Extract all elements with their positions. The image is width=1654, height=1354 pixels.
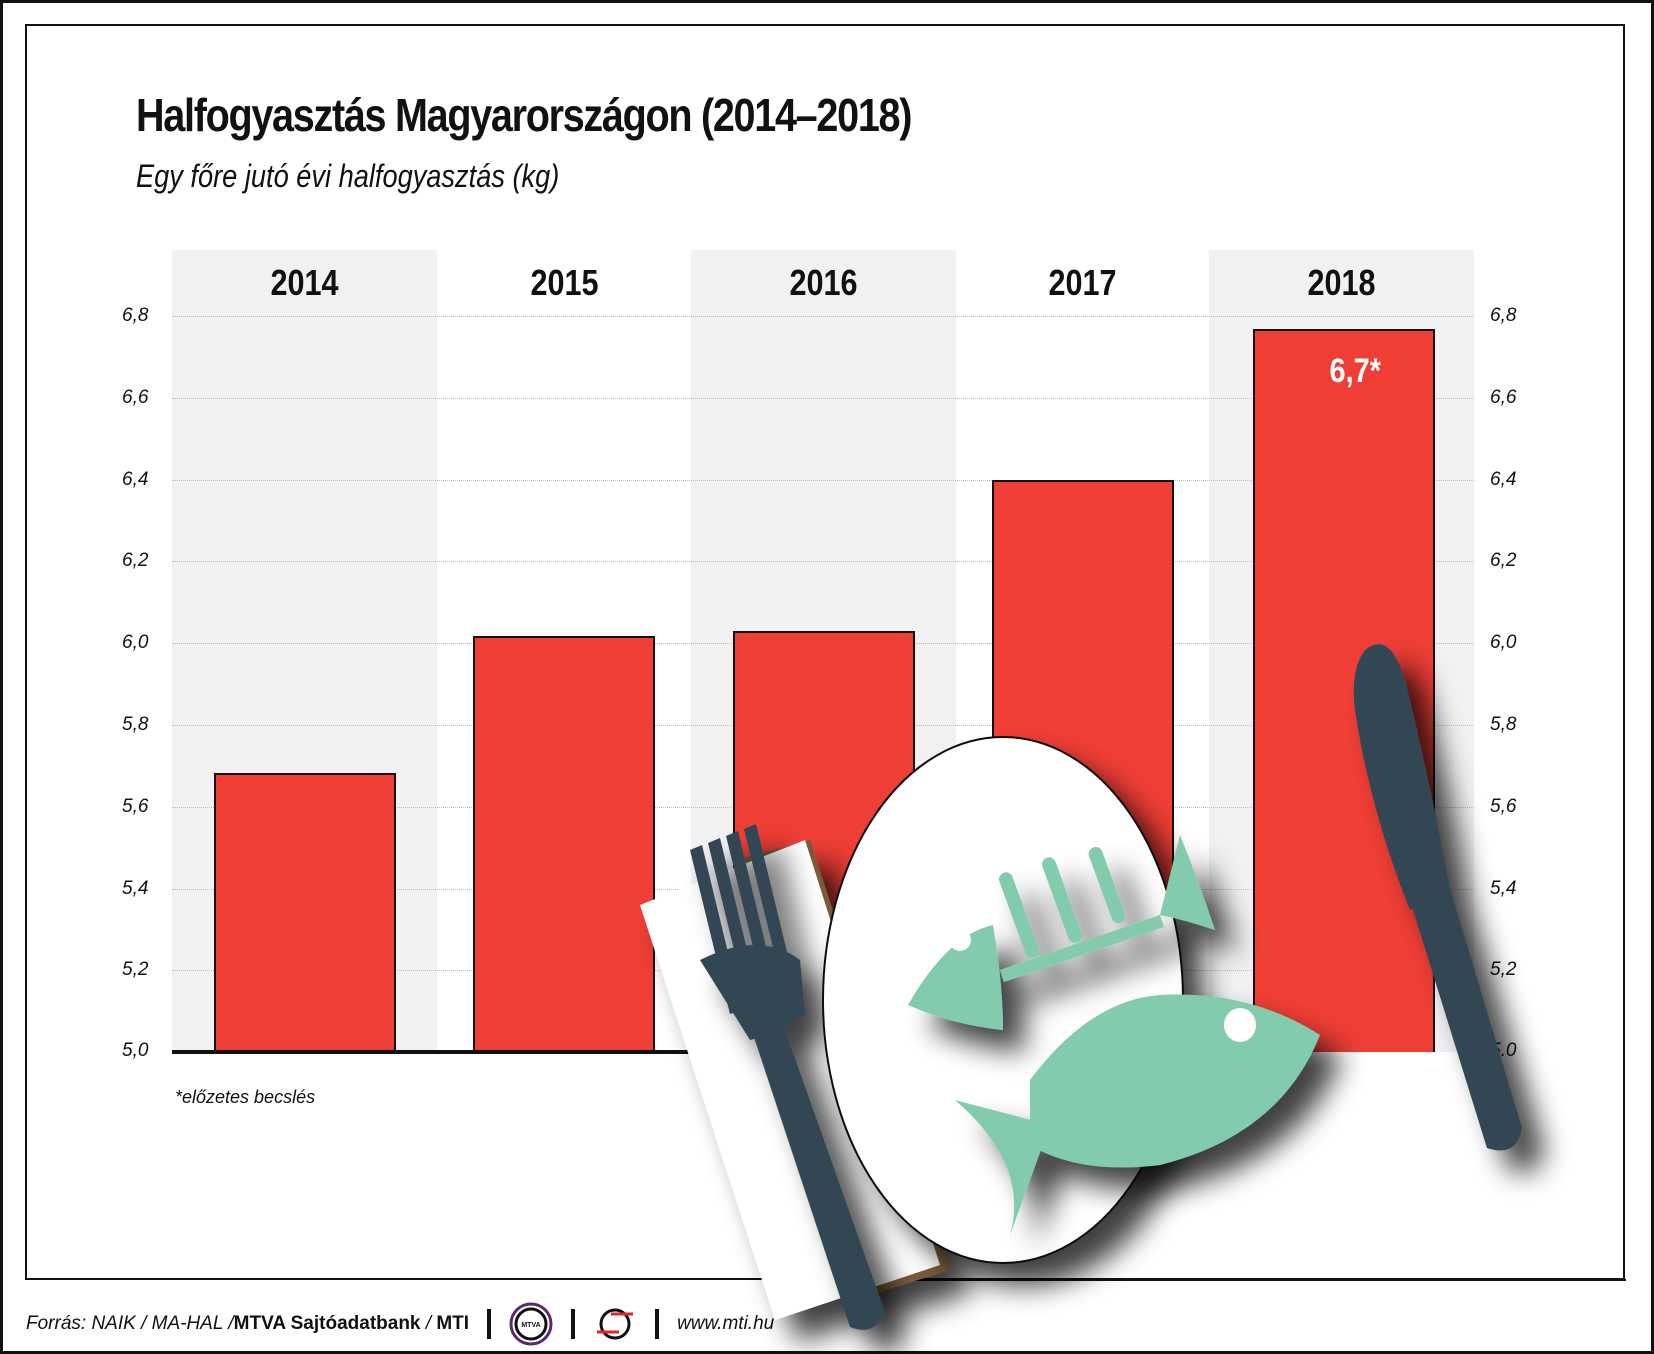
y-tick-left: 5,2 [122,959,149,980]
divider [655,1309,660,1339]
y-tick-left: 5,8 [122,714,149,735]
x-axis-line [172,1050,702,1054]
bar-2017 [992,480,1174,1052]
year-label-2017: 2017 [1048,262,1117,303]
year-label-2014: 2014 [270,262,339,303]
gridline [172,398,1474,399]
source-prefix: Forrás: NAIK / MA-HAL / [26,1313,234,1334]
y-tick-right: 5,4 [1490,878,1517,899]
y-tick-left: 5,4 [122,878,149,899]
divider [487,1309,492,1339]
y-tick-left: 6,0 [122,632,149,653]
y-tick-left: 6,4 [122,469,149,490]
y-tick-left: 6,2 [122,550,149,571]
bar-2016 [733,631,915,1052]
bar-value-label-2018: 6,7* [1329,352,1381,390]
bar-2015 [473,636,655,1052]
y-tick-right: 6,4 [1490,469,1517,490]
source-mti: MTI [436,1313,470,1334]
svg-text:MTVA: MTVA [521,1322,540,1329]
source-bold: MTVA Sajtóadatbank [233,1313,421,1334]
bar-2018 [1253,329,1435,1052]
y-tick-right: 6,8 [1490,305,1517,326]
y-tick-right: 6,2 [1490,550,1517,571]
y-tick-left: 6,8 [122,305,149,326]
mtva-logo-icon: MTVA [509,1302,553,1346]
gridline [172,316,1474,317]
y-tick-right: 5,2 [1490,959,1517,980]
y-tick-right: 5,0 [1490,1040,1517,1061]
y-tick-left: 5,0 [122,1040,149,1061]
y-tick-right: 6,6 [1490,387,1517,408]
gridline [172,561,1474,562]
chart-title: Halfogyasztás Magyarországon (2014–2018) [136,89,912,141]
y-tick-right: 5,6 [1490,796,1517,817]
year-label-2016: 2016 [789,262,858,303]
y-tick-right: 6,0 [1490,632,1517,653]
y-tick-left: 6,6 [122,387,149,408]
source-separator: / [420,1313,437,1334]
divider [571,1309,576,1339]
mti-logo-icon [597,1308,634,1340]
year-label-2015: 2015 [530,262,599,303]
y-tick-right: 5,8 [1490,714,1517,735]
gridline [172,480,1474,481]
y-tick-left: 5,6 [122,796,149,817]
bar-2014 [214,773,396,1052]
footnote: *előzetes becslés [175,1087,316,1107]
website-link[interactable]: www.mti.hu [677,1313,775,1334]
chart-subtitle: Egy főre jutó évi halfogyasztás (kg) [136,158,560,194]
source-footer: Forrás: NAIK / MA-HAL / MTVA Sajtóadatba… [26,1302,774,1346]
year-label-2018: 2018 [1307,262,1376,303]
